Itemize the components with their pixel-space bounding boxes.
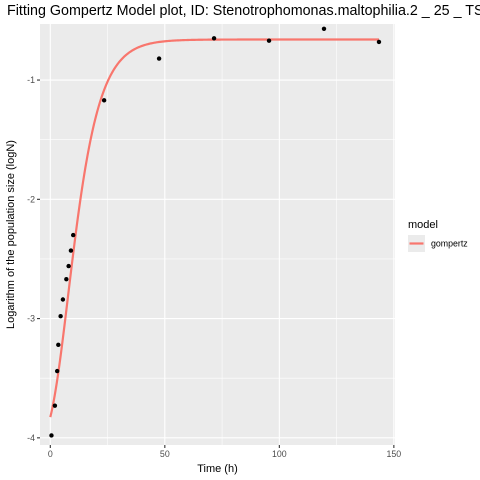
data-point: [49, 433, 54, 438]
observed-points: [49, 26, 382, 438]
y-tick-label: -4: [27, 433, 35, 443]
data-point: [211, 36, 217, 41]
data-point: [376, 39, 382, 45]
data-point: [58, 313, 63, 319]
y-tick-label: -2: [27, 194, 35, 204]
legend-label: gompertz: [431, 239, 468, 249]
legend: model gompertz: [408, 219, 468, 252]
y-axis-ticks: -4 -3 -2 -1: [27, 75, 40, 443]
chart-title: Fitting Gompertz Model plot, ID: Stenotr…: [7, 3, 480, 19]
x-axis-title: Time (h): [197, 463, 238, 475]
x-tick-label: 50: [160, 449, 170, 459]
data-point: [101, 98, 107, 103]
data-point: [60, 297, 66, 302]
legend-title: model: [408, 219, 438, 231]
y-tick-label: -1: [27, 75, 35, 85]
minor-gridlines: [40, 24, 395, 445]
x-axis-ticks: 0 50 100 150: [48, 445, 401, 459]
plot-panel: [40, 24, 395, 445]
x-tick-label: 150: [387, 449, 402, 459]
data-point: [71, 232, 76, 238]
y-axis-title: Logarithm of the population size (logN): [5, 140, 17, 329]
data-point: [52, 403, 58, 408]
major-gridlines: [40, 24, 395, 445]
data-point: [266, 38, 272, 43]
x-tick-label: 0: [48, 449, 53, 459]
x-tick-label: 100: [272, 449, 287, 459]
data-point: [54, 368, 60, 374]
data-point: [56, 342, 61, 348]
data-point: [321, 26, 327, 31]
y-tick-label: -3: [27, 314, 35, 324]
data-point: [64, 277, 69, 282]
data-point: [66, 263, 71, 269]
data-point: [68, 248, 74, 253]
data-point: [156, 56, 162, 61]
